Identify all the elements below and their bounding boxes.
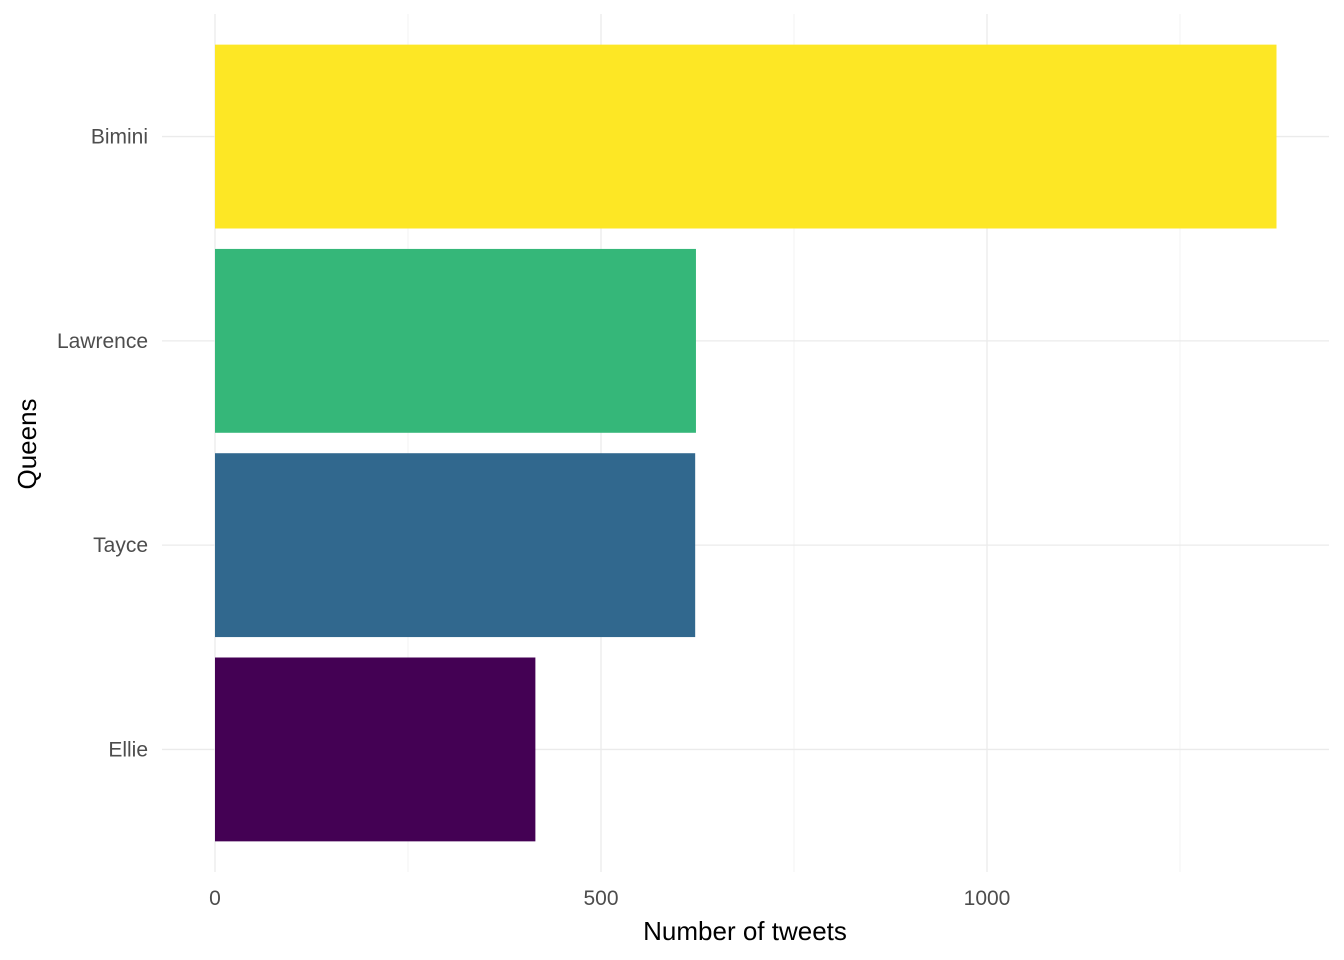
y-tick-label: Lawrence bbox=[57, 330, 148, 353]
y-tick-labels: Bimini Lawrence Tayce Ellie bbox=[57, 126, 148, 762]
bar-lawrence bbox=[215, 248, 696, 433]
x-axis-title: Number of tweets bbox=[643, 916, 847, 946]
x-tick-label: 0 bbox=[209, 887, 221, 910]
bar-ellie bbox=[215, 657, 536, 842]
bar-bimini bbox=[215, 44, 1277, 229]
x-tick-label: 500 bbox=[583, 887, 618, 910]
bars bbox=[215, 44, 1277, 842]
x-tick-labels: 0 500 1000 bbox=[209, 887, 1010, 910]
y-tick-label: Bimini bbox=[91, 126, 148, 149]
y-tick-label: Tayce bbox=[93, 534, 148, 557]
x-tick-label: 1000 bbox=[964, 887, 1011, 910]
y-axis-title: Queens bbox=[12, 398, 42, 489]
bar-tayce bbox=[215, 453, 696, 638]
y-tick-label: Ellie bbox=[108, 738, 148, 761]
